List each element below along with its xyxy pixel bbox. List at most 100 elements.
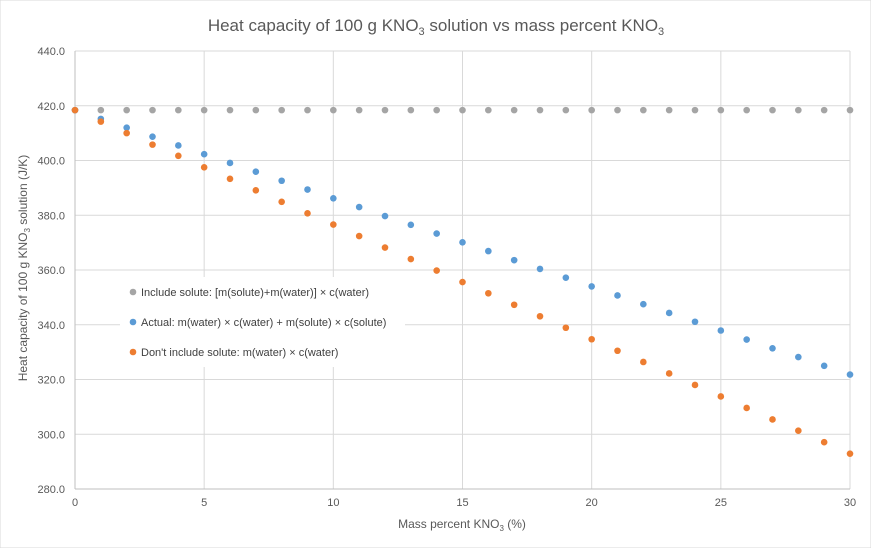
x-axis-label-main: Mass percent KNO	[398, 517, 499, 531]
chart-title-sub1: 3	[419, 26, 425, 38]
y-axis-label: Heat capacity of 100 g KNO3 solution (J/…	[16, 155, 32, 382]
point-actual-23	[665, 309, 673, 317]
point-include-solute-5	[200, 106, 208, 114]
legend-label-actual: Actual: m(water) × c(water) + m(solute) …	[141, 317, 386, 329]
point-no-solute-26	[743, 404, 750, 412]
point-actual-8	[278, 177, 285, 185]
point-actual-13	[407, 221, 415, 229]
series-actual	[71, 106, 854, 378]
legend: Include solute: [m(solute)+m(water)] × c…	[120, 277, 405, 367]
point-no-solute-21	[614, 347, 621, 355]
chart-title-sub2: 3	[658, 26, 664, 38]
point-include-solute-25	[717, 106, 725, 114]
point-include-solute-28	[795, 106, 802, 114]
point-include-solute-21	[614, 106, 621, 114]
point-actual-3	[149, 133, 156, 140]
point-actual-15	[459, 239, 466, 246]
point-actual-20	[588, 283, 595, 290]
point-actual-16	[485, 247, 492, 255]
point-no-solute-30	[846, 450, 854, 457]
legend-label-include-solute: Include solute: [m(solute)+m(water)] × c…	[141, 287, 369, 299]
legend-background	[120, 277, 405, 367]
point-actual-22	[640, 300, 647, 308]
point-actual-9	[304, 186, 311, 193]
point-include-solute-2	[123, 106, 130, 114]
point-no-solute-17	[510, 301, 518, 309]
point-no-solute-10	[330, 221, 337, 228]
point-no-solute-27	[769, 416, 776, 423]
point-include-solute-10	[330, 106, 337, 114]
legend-label-no-solute: Don't include solute: m(water) × c(water…	[141, 347, 338, 359]
point-actual-28	[795, 353, 802, 361]
point-no-solute-3	[149, 141, 156, 148]
point-actual-10	[330, 194, 337, 202]
y-tick-label-340: 340.0	[37, 320, 65, 332]
point-include-solute-18	[536, 106, 544, 114]
point-no-solute-2	[123, 129, 130, 137]
point-no-solute-8	[278, 198, 285, 206]
point-include-solute-29	[820, 106, 828, 114]
point-no-solute-14	[433, 267, 440, 274]
chart-title-main: Heat capacity of 100 g KNO	[208, 16, 419, 35]
point-no-solute-16	[485, 289, 492, 297]
axes	[74, 51, 850, 490]
series-include-solute	[71, 106, 854, 114]
series-no-solute	[71, 106, 854, 457]
point-include-solute-22	[640, 106, 647, 114]
point-actual-12	[381, 212, 389, 220]
point-no-solute-7	[252, 187, 260, 194]
point-include-solute-26	[743, 106, 750, 114]
x-tick-label-15: 15	[456, 497, 468, 509]
data-points	[71, 106, 854, 457]
point-include-solute-15	[459, 106, 466, 114]
point-include-solute-14	[433, 106, 440, 114]
point-actual-18	[536, 265, 544, 273]
point-no-solute-9	[304, 210, 311, 217]
y-tick-label-360: 360.0	[37, 265, 65, 277]
point-no-solute-6	[226, 175, 234, 183]
y-axis-label-tail: solution (J/K)	[16, 155, 30, 228]
legend-marker-include-solute	[129, 288, 137, 296]
point-include-solute-16	[485, 106, 492, 114]
point-include-solute-17	[510, 106, 518, 114]
chart-title: Heat capacity of 100 g KNO3 solution vs …	[208, 16, 664, 38]
y-tick-label-400: 400.0	[37, 156, 65, 168]
point-no-solute-5	[200, 164, 208, 171]
y-tick-labels: 280.0 300.0 320.0 340.0 360.0 380.0 400.0 420.0…	[37, 46, 65, 496]
point-actual-27	[769, 344, 776, 352]
chart-title-mid: solution vs mass percent KNO	[425, 16, 658, 35]
point-include-solute-9	[304, 106, 311, 114]
point-include-solute-24	[691, 106, 699, 114]
point-actual-14	[433, 230, 440, 237]
point-include-solute-23	[665, 106, 673, 114]
x-tick-label-20: 20	[586, 497, 598, 509]
point-include-solute-6	[226, 106, 234, 114]
point-actual-21	[614, 292, 621, 299]
point-include-solute-20	[588, 106, 595, 114]
point-actual-6	[226, 159, 234, 167]
point-include-solute-8	[278, 106, 285, 114]
point-actual-17	[510, 256, 518, 264]
point-actual-26	[743, 336, 750, 343]
gridlines	[75, 50, 851, 489]
point-no-solute-24	[691, 381, 699, 389]
x-axis-label-sub: 3	[499, 524, 504, 533]
point-actual-30	[846, 371, 854, 378]
point-no-solute-18	[536, 312, 544, 320]
point-no-solute-11	[355, 232, 363, 240]
point-actual-24	[691, 318, 699, 326]
point-actual-29	[820, 362, 828, 370]
legend-marker-no-solute	[129, 348, 137, 356]
y-tick-label-320: 320.0	[37, 375, 65, 387]
point-include-solute-12	[381, 106, 389, 114]
point-no-solute-25	[717, 393, 725, 400]
point-include-solute-3	[149, 106, 156, 114]
x-tick-label-5: 5	[201, 497, 207, 509]
y-tick-label-380: 380.0	[37, 210, 65, 222]
x-tick-label-10: 10	[327, 497, 339, 509]
point-no-solute-28	[795, 427, 802, 434]
y-tick-label-420: 420.0	[37, 101, 65, 113]
x-tick-label-0: 0	[72, 497, 78, 509]
